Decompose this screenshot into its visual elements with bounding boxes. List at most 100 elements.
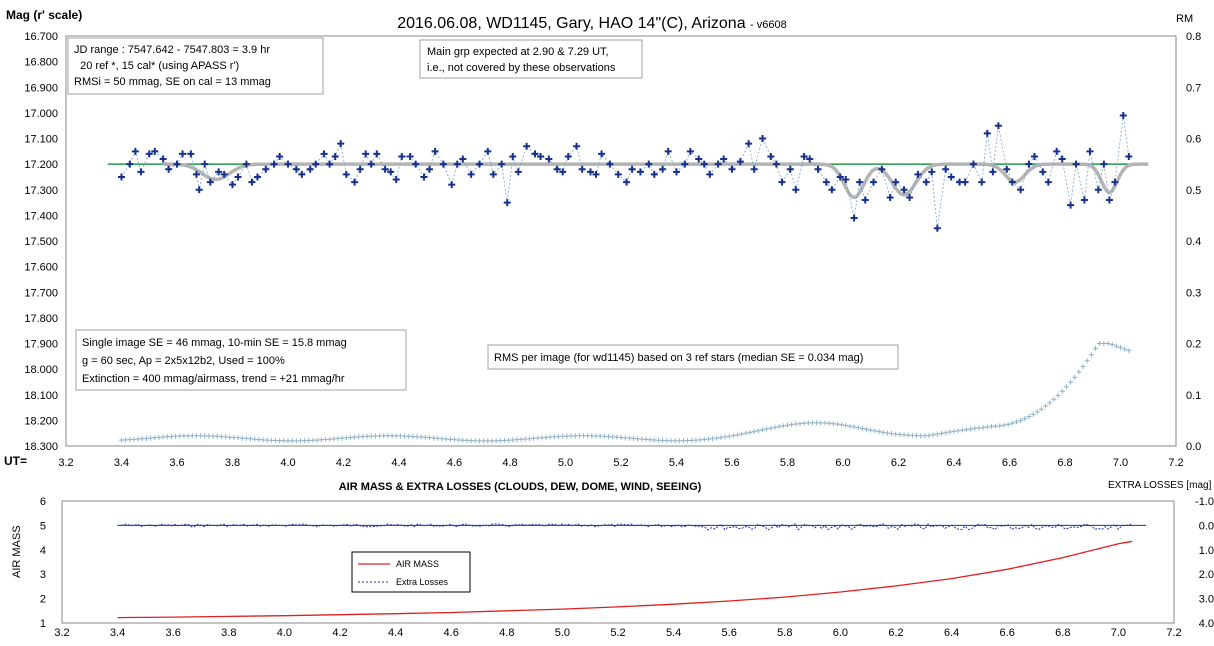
y-tick-label: 16.800 [24,57,58,69]
data-point [822,178,830,186]
rms-point [864,426,870,432]
rms-point [939,430,945,436]
y2-tick-label: 0.0 [1186,441,1201,453]
data-point [331,152,339,160]
y2-axis-label: RM [1176,13,1193,25]
bottom-x-tick-label: 4.6 [444,627,459,639]
data-point [836,173,844,181]
x-tick-label: 4.4 [391,457,406,469]
svg-text:Single image SE = 46 mmag, 10-: Single image SE = 46 mmag, 10-min SE = 1… [82,337,347,349]
data-point [969,160,977,168]
bottom-x-tick-label: 5.4 [666,627,681,639]
data-point [131,147,139,155]
x-tick-label: 3.6 [169,457,184,469]
data-point [578,165,586,173]
rms-point [1043,403,1049,409]
data-point [1053,147,1061,155]
y2-tick-label: 0.8 [1186,31,1201,43]
bottom-x-tick-label: 5.8 [777,627,792,639]
data-point [356,165,364,173]
rms-point [1068,379,1074,385]
rms-point [1013,419,1019,425]
rms-point [951,428,957,434]
data-point [623,178,631,186]
airmass-series [117,540,1133,619]
bottom-x-tick-label: 6.4 [944,627,959,639]
bottom-y-tick-label: 6 [40,496,46,508]
data-point [276,152,284,160]
svg-text:Main grp expected at 2.90 & 7.: Main grp expected at 2.90 & 7.29 UT, [427,46,609,58]
y-tick-label: 17.200 [24,159,58,171]
data-point [523,142,531,150]
data-point [700,160,708,168]
data-point [1094,186,1102,194]
data-point [681,160,689,168]
legend-airmass-label: AIR MASS [396,559,439,569]
data-point [398,152,406,160]
rms-point [1018,417,1024,423]
data-point [262,165,270,173]
x-tick-label: 6.0 [835,457,850,469]
data-point [392,176,400,183]
data-point [1119,111,1127,119]
bottom-x-tick-label: 7.2 [1166,627,1181,639]
rms-point [776,424,782,430]
data-point [842,176,850,183]
bottom-x-tick-label: 7.0 [1111,627,1126,639]
y-tick-labels: 16.700 16.800 16.900 17.000 17.100 17.200 17.3… [24,31,58,453]
rms-point [1093,345,1099,351]
bottom-plot-area [61,500,1175,624]
data-point [201,160,209,168]
x-tick-label: 6.6 [1002,457,1017,469]
svg-text:g = 60 sec, Ap = 2x5x12b2, Use: g = 60 sec, Ap = 2x5x12b2, Used = 100% [82,355,285,367]
bottom-x-tick-label: 6.2 [888,627,903,639]
data-point [856,178,864,186]
bottom-x-tick-label: 6.0 [833,627,848,639]
y2-tick-label: 0.7 [1186,82,1201,94]
rms-point [730,433,736,439]
data-point [195,186,203,194]
rms-point [747,429,753,435]
x-tick-labels: 3.2 3.4 3.6 3.8 4.0 4.2 4.4 4.6 4.8 5.0 5.2 5.4 5.6 5… [58,457,1183,469]
rms-point [789,422,795,428]
rms-point [722,434,728,440]
bottom-y-tick-labels: 6 5 4 3 2 1 [40,496,46,630]
rms-point [1122,346,1128,352]
data-point [1067,201,1075,209]
bottom-x-tick-label: 4.8 [499,627,514,639]
bottom-x-tick-label: 4.4 [388,627,403,639]
data-point [431,147,439,155]
x-tick-label: 5.6 [724,457,739,469]
rms-point [714,435,720,441]
data-point [420,173,428,181]
data-point [192,170,200,178]
data-point [1039,168,1047,176]
bottom-x-tick-label: 3.6 [166,627,181,639]
data-point [373,150,381,158]
data-point [850,214,858,222]
data-point [792,186,800,194]
y-tick-label: 18.000 [24,364,58,376]
rms-point [997,423,1003,429]
y2-tick-label: 0.5 [1186,185,1201,197]
legend: AIR MASS Extra Losses [351,551,471,593]
data-point [151,147,159,155]
data-point [514,168,522,176]
data-point [137,168,145,176]
data-point [215,168,223,176]
rms-point [851,424,857,430]
rms-point [760,427,766,433]
data-point [1030,152,1038,160]
data-point [914,170,922,178]
data-point [759,135,767,142]
y-tick-label: 17.400 [24,210,58,222]
y2-tick-label: 0.1 [1186,390,1201,402]
data-point [387,168,395,176]
data-point [1105,196,1113,204]
rms-point [772,424,778,430]
data-point [750,165,758,173]
data-point [187,150,195,158]
y-tick-label: 17.100 [24,134,58,146]
rms-point [710,436,716,442]
